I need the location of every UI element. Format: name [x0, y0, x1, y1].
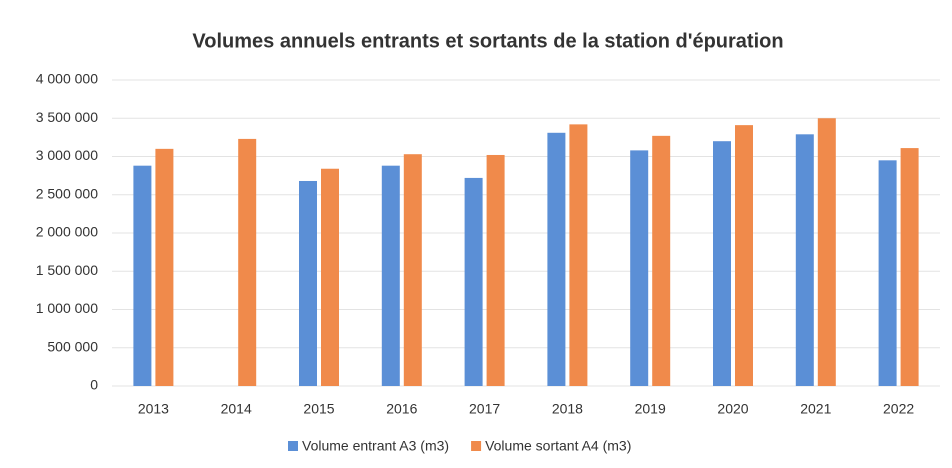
- y-tick-label: 2 500 000: [36, 185, 98, 201]
- bar: [900, 148, 919, 386]
- x-tick-label: 2017: [469, 401, 500, 417]
- legend-swatch: [471, 441, 482, 451]
- bar: [238, 138, 257, 386]
- y-tick-label: 3 000 000: [36, 147, 98, 163]
- bar: [381, 165, 400, 386]
- x-tick-label: 2018: [552, 401, 583, 417]
- y-tick-label: 500 000: [47, 338, 98, 354]
- bar: [321, 168, 339, 386]
- bar: [878, 160, 897, 386]
- y-tick-label: 2 000 000: [36, 224, 98, 240]
- bar: [547, 132, 566, 386]
- bar: [713, 141, 731, 386]
- x-tick-label: 2015: [303, 401, 334, 417]
- y-tick-label: 4 000 000: [36, 71, 98, 87]
- bar: [630, 150, 649, 386]
- bar: [486, 154, 505, 386]
- y-tick-label: 3 500 000: [36, 109, 98, 125]
- bar: [133, 165, 152, 386]
- bar: [795, 134, 814, 386]
- legend-label: Volume entrant A3 (m3): [302, 438, 449, 454]
- x-tick-label: 2021: [800, 401, 831, 417]
- x-tick-label: 2014: [221, 401, 252, 417]
- bar: [299, 180, 317, 386]
- y-tick-label: 1 500 000: [36, 262, 98, 278]
- bar: [652, 135, 671, 386]
- legend-swatch: [288, 441, 298, 451]
- x-tick-label: 2020: [717, 401, 748, 417]
- y-tick-label: 1 000 000: [36, 300, 98, 316]
- chart-title: Volumes annuels entrants et sortants de …: [192, 30, 783, 52]
- bar: [403, 154, 422, 386]
- y-tick-label: 0: [90, 377, 98, 393]
- bar: [464, 177, 483, 386]
- bar: [735, 125, 753, 386]
- bar: [817, 118, 836, 386]
- x-tick-label: 2019: [635, 401, 666, 417]
- legend-label: Volume sortant A4 (m3): [485, 438, 631, 454]
- x-tick-label: 2016: [386, 401, 417, 417]
- x-tick-label: 2013: [138, 401, 169, 417]
- x-tick-label: 2022: [883, 401, 914, 417]
- bar: [155, 148, 174, 386]
- bar: [569, 124, 588, 387]
